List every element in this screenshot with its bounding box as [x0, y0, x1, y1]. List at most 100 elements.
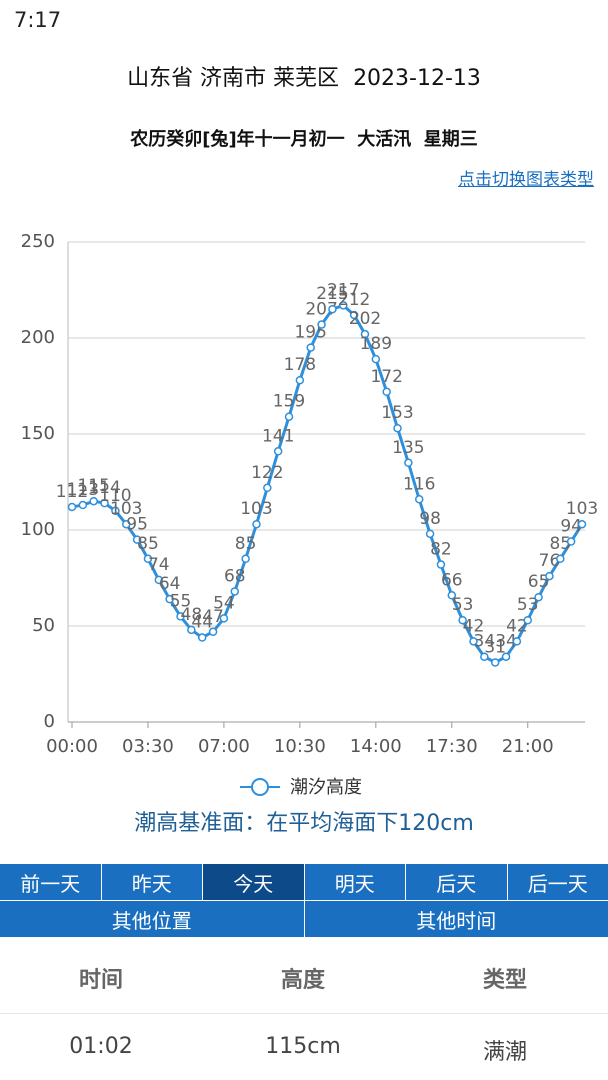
data-label: 65 — [528, 572, 550, 592]
day-button[interactable]: 后天 — [406, 864, 508, 900]
data-label: 114 — [88, 478, 120, 498]
data-label: 115 — [77, 476, 109, 496]
tide-point — [523, 615, 532, 625]
day-button[interactable]: 明天 — [305, 864, 406, 900]
data-label: 85 — [137, 534, 159, 554]
data-label: 95 — [126, 515, 148, 535]
tide-point — [219, 614, 229, 623]
data-label: 159 — [273, 392, 305, 412]
tide-point — [284, 412, 294, 421]
tide-point — [382, 387, 391, 397]
tide-point — [252, 519, 261, 529]
other-button[interactable]: 其他时间 — [416, 908, 497, 933]
tide-point — [566, 537, 576, 546]
tide-point — [306, 343, 315, 352]
data-label: 85 — [235, 534, 257, 554]
location: 山东省 济南市 莱芜区 — [127, 66, 340, 91]
y-tick-label: 50 — [32, 615, 55, 636]
y-tick-label: 200 — [21, 327, 55, 348]
data-label: 44 — [191, 613, 213, 633]
data-label: 53 — [452, 595, 474, 615]
tide-point — [143, 554, 153, 564]
tide-table: 时间 高度 类型 01:02 115cm 满潮 — [0, 940, 608, 1080]
data-label: 48 — [181, 605, 203, 625]
data-label: 82 — [430, 540, 452, 560]
data-label: 103 — [110, 499, 142, 519]
tide-point — [490, 658, 500, 667]
tide-point — [230, 587, 240, 596]
tide-point — [393, 423, 402, 433]
tide-point — [100, 498, 109, 508]
tide-point — [89, 496, 98, 506]
data-label: 98 — [419, 509, 441, 529]
other-nav: 其他位置 其他时间 — [0, 901, 608, 937]
tide-point — [241, 554, 250, 564]
table-cell: 满潮 — [482, 1040, 527, 1065]
tide-point — [122, 519, 131, 529]
data-label: 215 — [316, 284, 348, 304]
data-label: 53 — [517, 595, 539, 615]
data-label: 55 — [170, 591, 192, 611]
tide-point — [165, 594, 174, 604]
y-tick-label: 0 — [44, 711, 55, 732]
data-label: 135 — [392, 438, 424, 458]
table-header: 时间 — [78, 968, 123, 993]
data-label: 212 — [338, 290, 370, 310]
other-button[interactable]: 其他位置 — [0, 901, 305, 937]
data-label: 103 — [240, 499, 272, 519]
tide-point — [317, 320, 326, 329]
day-button[interactable]: 后一天 — [527, 871, 588, 896]
tide-point — [545, 571, 554, 581]
tide-point — [295, 375, 305, 385]
table-header: 高度 — [280, 968, 325, 993]
tide-line — [71, 303, 584, 664]
x-tick-label: 14:00 — [350, 736, 402, 757]
data-label: 141 — [262, 426, 294, 446]
switch-chart-link[interactable]: 点击切换图表类型 — [458, 170, 594, 190]
title-line: 山东省 济南市 莱芜区 2023-12-13 — [0, 60, 608, 92]
data-label: 34 — [474, 632, 496, 652]
day-button[interactable]: 前一天 — [0, 864, 102, 900]
tide-point — [425, 529, 435, 539]
tide-point — [349, 310, 359, 320]
y-tick-label: 150 — [21, 423, 55, 444]
x-tick-label: 10:30 — [274, 736, 326, 757]
data-label: 178 — [284, 355, 316, 375]
data-label: 64 — [159, 574, 181, 594]
table-cell: 115cm — [265, 1034, 341, 1059]
data-label: 202 — [349, 309, 381, 329]
data-label: 189 — [360, 334, 392, 354]
tide-point — [263, 483, 272, 493]
day-button[interactable]: 今天 — [203, 864, 305, 900]
data-label: 172 — [370, 367, 402, 387]
chart: 潮高基准面：在平均海面下120cm 0 50 100 150 200 250 00:00 03… — [21, 231, 599, 836]
tide-point — [577, 519, 587, 529]
tide-point — [371, 354, 381, 364]
y-tick-label: 100 — [21, 519, 55, 540]
day-button[interactable]: 昨天 — [102, 864, 203, 900]
status-time: 7:17 — [14, 8, 62, 32]
lunar-date: 农历癸卯[兔]年十一月初一 大活汛 星期三 — [130, 129, 478, 150]
tide-point — [458, 615, 467, 625]
x-tick-label: 17:30 — [426, 736, 478, 757]
data-label: 153 — [381, 403, 413, 423]
data-label: 103 — [566, 499, 598, 519]
tide-point — [512, 637, 522, 646]
tide-point — [447, 591, 457, 600]
data-label: 47 — [202, 607, 224, 627]
data-label: 66 — [441, 570, 463, 590]
data-label: 113 — [67, 480, 99, 500]
tide-point — [436, 560, 446, 569]
data-label: 68 — [224, 566, 246, 586]
table-cell: 01:02 — [69, 1034, 133, 1059]
data-label: 122 — [251, 463, 283, 483]
tide-point — [404, 458, 413, 468]
row-divider — [0, 1013, 608, 1014]
data-label: 42 — [463, 616, 485, 636]
x-tick-label: 00:00 — [46, 736, 98, 757]
tide-point — [328, 304, 337, 314]
tide-point — [534, 592, 543, 602]
data-label: 207 — [305, 300, 337, 320]
data-label: 54 — [213, 593, 235, 613]
